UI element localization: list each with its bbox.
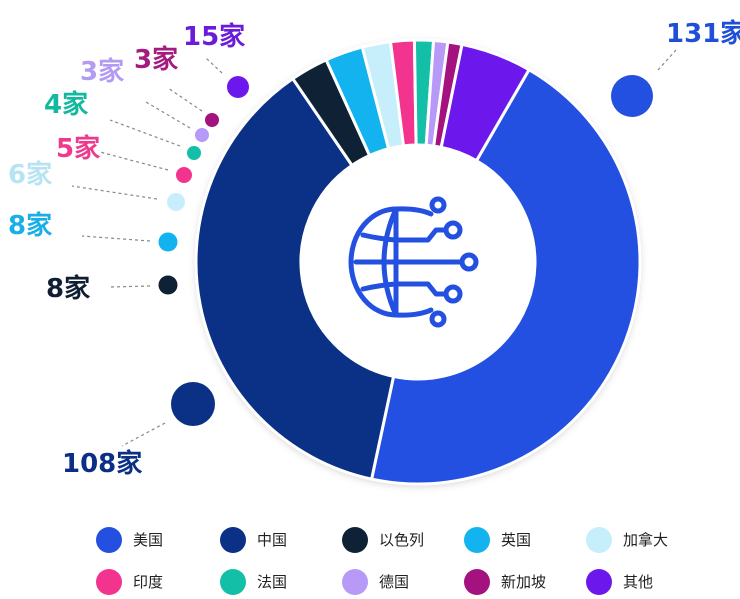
legend-item-6: 法国 <box>220 569 287 595</box>
slice-marker-3 <box>158 232 178 252</box>
slice-marker-6 <box>187 146 201 160</box>
value-label-5: 5家 <box>56 133 100 164</box>
legend-item-5: 印度 <box>96 569 163 595</box>
legend-item-1: 中国 <box>220 527 287 553</box>
leader-line-3 <box>81 235 151 242</box>
legend-swatch-1 <box>220 527 246 553</box>
leader-line-1 <box>121 422 166 447</box>
legend-item-7: 德国 <box>342 569 409 595</box>
legend-label-8: 新加坡 <box>501 573 546 591</box>
value-label-6: 4家 <box>44 89 88 120</box>
legend-swatch-6 <box>220 569 246 595</box>
slice-marker-4 <box>167 193 185 211</box>
value-label-0: 131家 <box>666 18 740 49</box>
donut-slices <box>194 38 642 486</box>
legend-swatch-2 <box>342 527 368 553</box>
value-label-4: 6家 <box>8 159 52 190</box>
legend-label-3: 英国 <box>501 531 531 549</box>
legend-item-4: 加拿大 <box>586 527 668 553</box>
value-label-3: 8家 <box>8 210 52 241</box>
slice-marker-9 <box>227 76 249 98</box>
legend-label-2: 以色列 <box>379 531 424 549</box>
legend-swatch-3 <box>464 527 490 553</box>
leader-line-6 <box>109 119 181 147</box>
leader-line-5 <box>99 151 169 171</box>
slice-marker-5 <box>176 167 192 183</box>
leader-line-7 <box>145 101 191 129</box>
legend-item-3: 英国 <box>464 527 531 553</box>
legend-label-7: 德国 <box>379 573 409 591</box>
leader-line-9 <box>205 57 223 74</box>
legend-label-5: 印度 <box>133 573 163 591</box>
value-label-1: 108家 <box>62 448 142 479</box>
slice-marker-2 <box>158 275 178 295</box>
legend-swatch-8 <box>464 569 490 595</box>
legend-swatch-0 <box>96 527 122 553</box>
legend-item-8: 新加坡 <box>464 569 546 595</box>
legend-item-2: 以色列 <box>342 527 424 553</box>
value-label-2: 8家 <box>46 273 90 304</box>
value-label-9: 15家 <box>183 21 245 52</box>
legend-item-9: 其他 <box>586 569 653 595</box>
value-label-7: 3家 <box>80 56 124 87</box>
legend-swatch-5 <box>96 569 122 595</box>
legend-item-0: 美国 <box>96 527 163 553</box>
slice-marker-1 <box>171 382 215 426</box>
legend-swatch-7 <box>342 569 368 595</box>
legend-label-6: 法国 <box>257 573 287 591</box>
legend-swatch-4 <box>586 527 612 553</box>
legend-label-4: 加拿大 <box>623 531 668 549</box>
globe-network-icon <box>348 196 479 328</box>
leader-line-4 <box>71 185 158 200</box>
legend-swatch-9 <box>586 569 612 595</box>
leader-line-2 <box>109 285 151 288</box>
leader-line-0 <box>657 49 677 71</box>
slice-marker-8 <box>205 113 219 127</box>
legend-label-1: 中国 <box>257 531 287 549</box>
leader-line-8 <box>167 87 203 112</box>
value-label-8: 3家 <box>134 44 178 75</box>
slice-marker-7 <box>195 128 209 142</box>
legend-label-0: 美国 <box>133 531 163 549</box>
legend-label-9: 其他 <box>623 573 653 591</box>
slice-marker-0 <box>611 75 653 117</box>
